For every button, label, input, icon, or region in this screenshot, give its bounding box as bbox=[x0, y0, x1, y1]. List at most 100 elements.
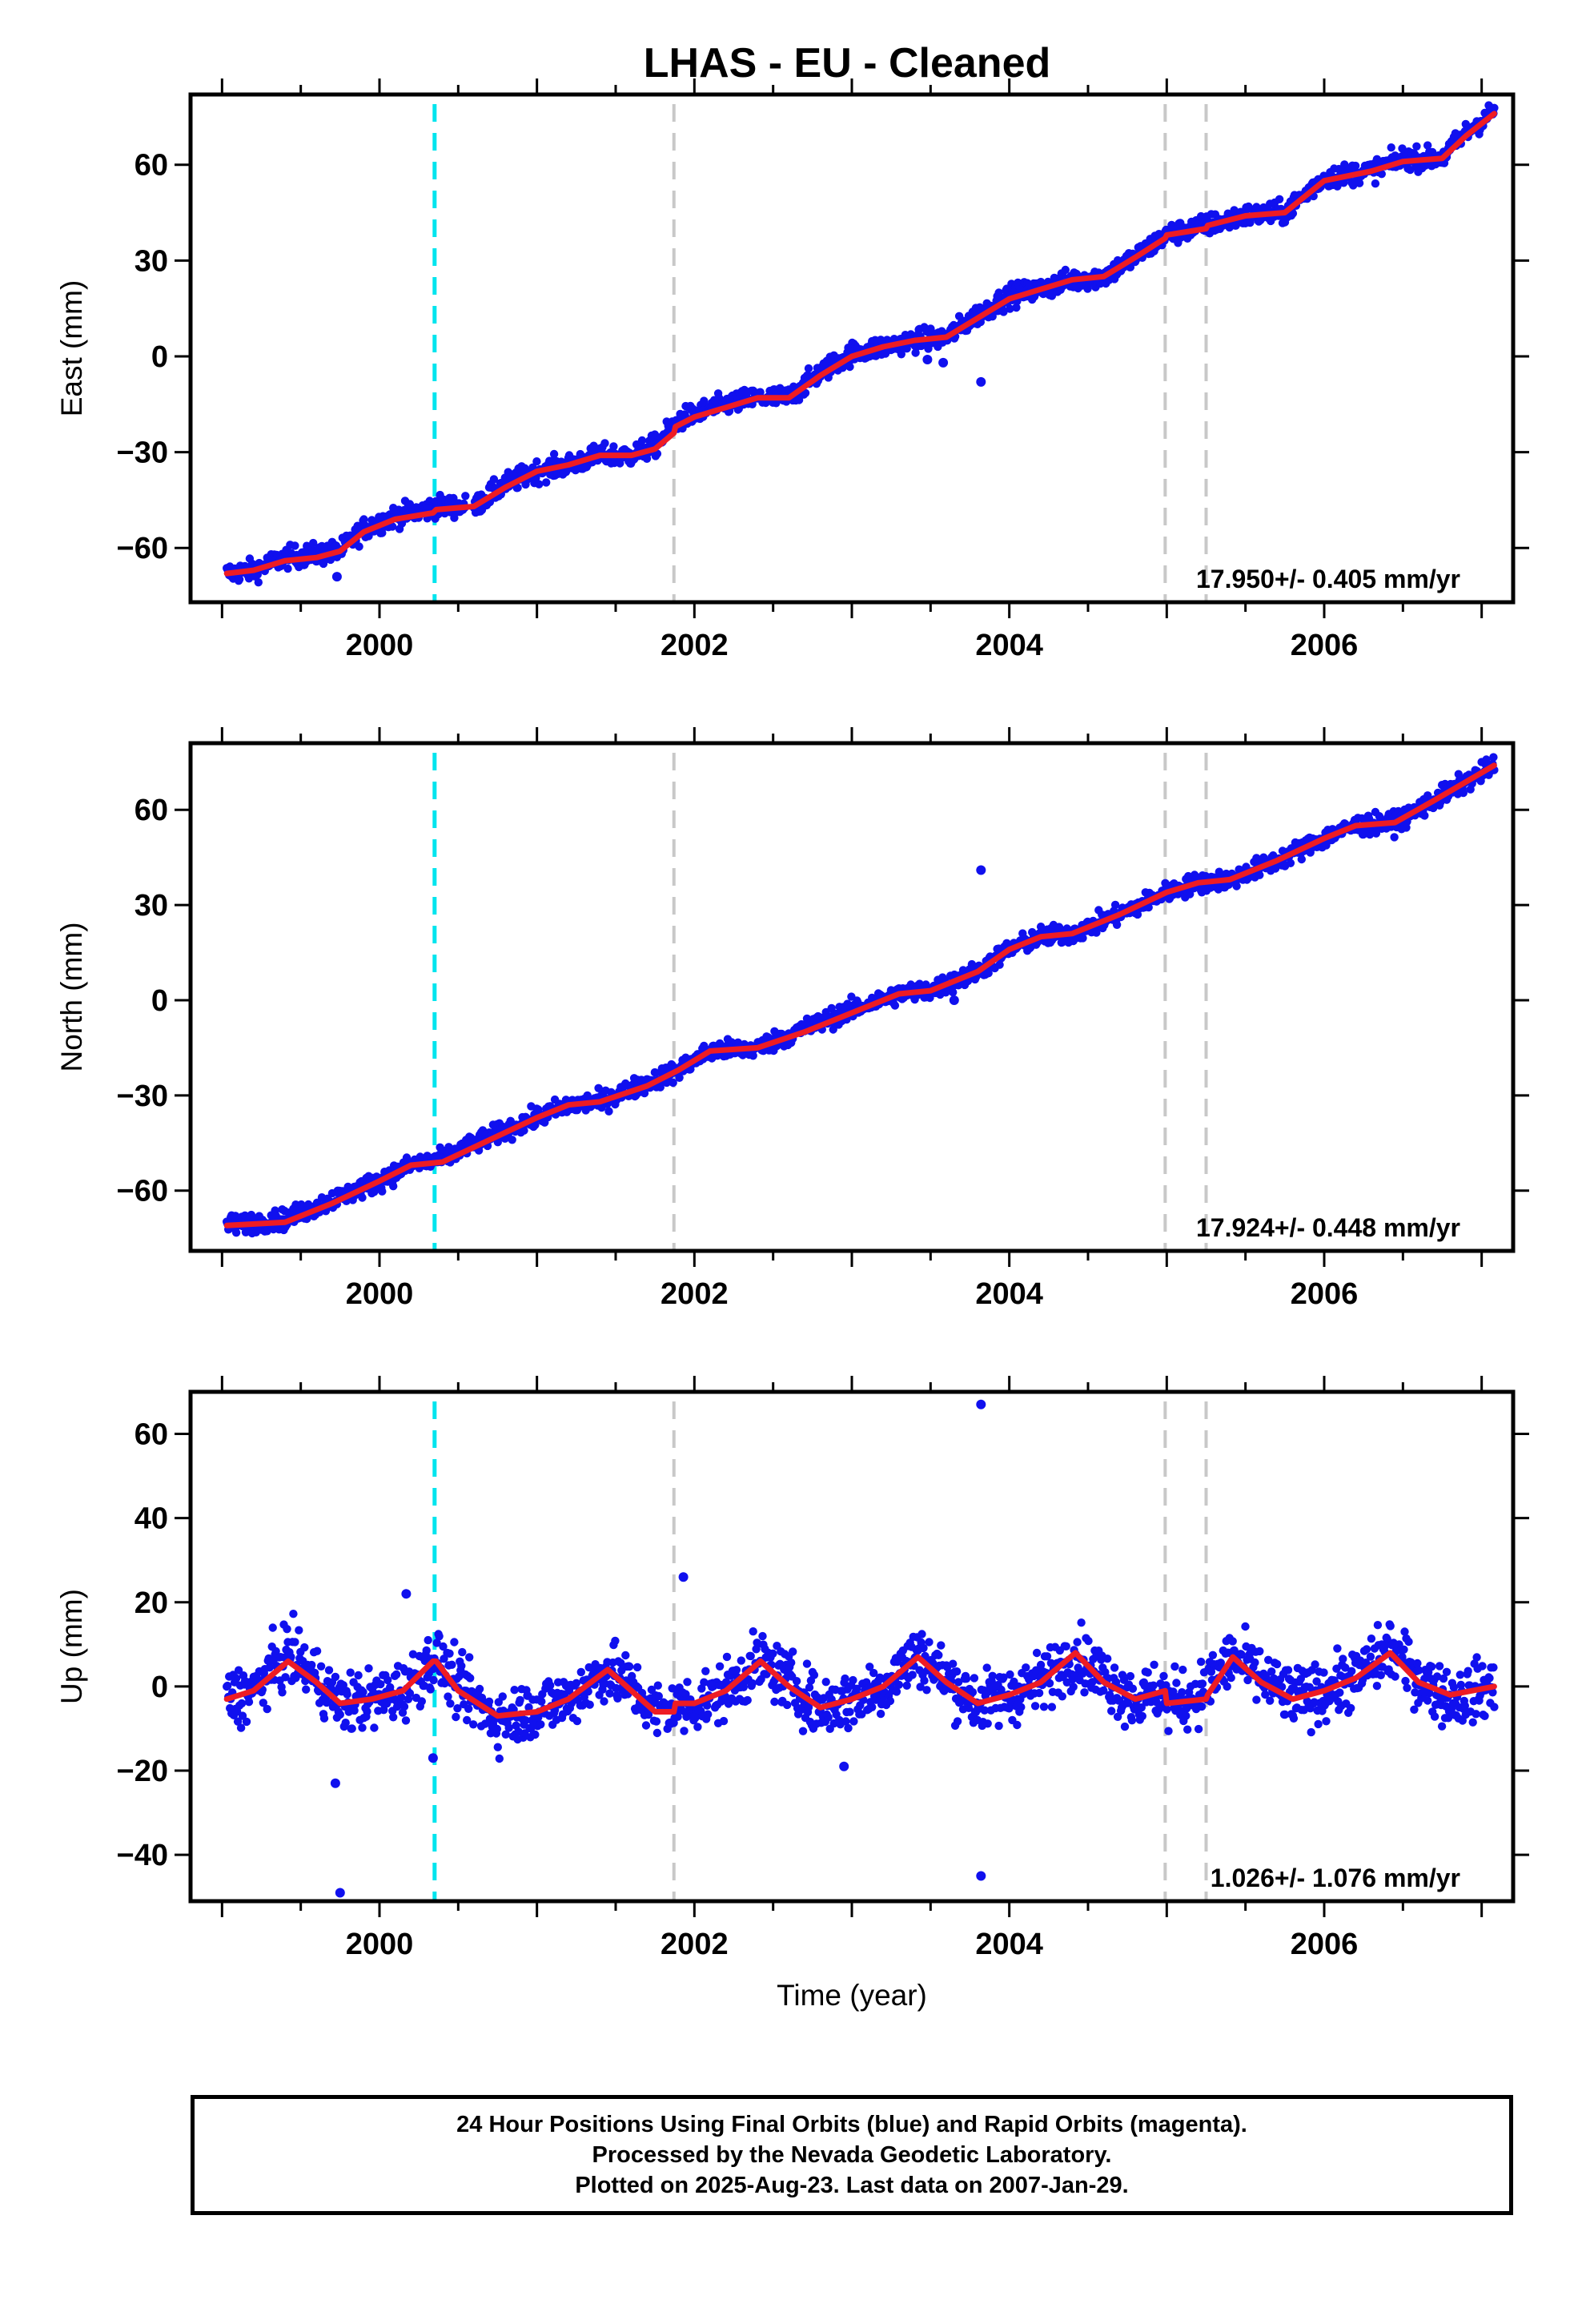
data-point bbox=[1223, 1682, 1231, 1691]
plot-area bbox=[223, 101, 1499, 602]
plot-frame bbox=[188, 92, 1516, 605]
data-point bbox=[683, 1678, 692, 1687]
data-point bbox=[1080, 1688, 1089, 1697]
data-point bbox=[1280, 1710, 1290, 1719]
outlier-point bbox=[922, 355, 933, 364]
data-point bbox=[1427, 1663, 1436, 1671]
y-tick-label: −40 bbox=[117, 1839, 168, 1872]
data-point bbox=[652, 1728, 662, 1738]
data-point bbox=[1277, 1683, 1287, 1691]
data-point bbox=[1383, 1634, 1391, 1643]
data-point bbox=[448, 1660, 456, 1669]
data-point bbox=[1366, 1652, 1375, 1661]
data-point bbox=[787, 1659, 796, 1667]
data-point bbox=[1159, 1671, 1168, 1681]
model-line bbox=[223, 762, 1497, 1228]
plot-frame bbox=[188, 1389, 1516, 1904]
data-point bbox=[236, 1723, 246, 1732]
data-point bbox=[1377, 170, 1387, 179]
data-point bbox=[1322, 1717, 1331, 1726]
data-point bbox=[1006, 1670, 1014, 1679]
data-point bbox=[769, 1649, 777, 1658]
data-point bbox=[746, 1651, 755, 1661]
data-point bbox=[1061, 265, 1070, 275]
data-point bbox=[389, 1713, 398, 1722]
data-point bbox=[652, 1717, 661, 1726]
data-point bbox=[424, 1635, 432, 1645]
data-point bbox=[1286, 858, 1295, 868]
data-point bbox=[1013, 1720, 1022, 1730]
data-point bbox=[802, 1659, 812, 1668]
x-tick-label: 2004 bbox=[975, 1277, 1043, 1311]
data-point bbox=[324, 1666, 334, 1675]
data-point bbox=[1162, 1705, 1171, 1714]
data-point bbox=[408, 1650, 418, 1659]
data-point bbox=[549, 449, 559, 459]
data-point bbox=[982, 1663, 991, 1672]
data-point bbox=[585, 1700, 594, 1709]
data-point bbox=[1182, 1711, 1191, 1720]
data-point bbox=[1367, 1634, 1376, 1643]
data-point bbox=[868, 1703, 877, 1711]
data-point bbox=[922, 1686, 931, 1695]
data-point bbox=[1107, 1707, 1116, 1715]
data-point bbox=[1069, 1683, 1078, 1691]
data-point bbox=[583, 1091, 592, 1100]
data-point bbox=[616, 1659, 625, 1667]
data-point bbox=[845, 362, 854, 372]
data-point bbox=[983, 1719, 992, 1728]
data-point bbox=[920, 1676, 929, 1685]
axis-ticks bbox=[220, 78, 1484, 618]
y-tick-label: 20 bbox=[135, 1586, 168, 1620]
data-point bbox=[885, 1696, 895, 1706]
data-point bbox=[1198, 1679, 1207, 1688]
data-point bbox=[798, 1727, 808, 1735]
data-point bbox=[1490, 1703, 1499, 1711]
data-point bbox=[1391, 1672, 1399, 1681]
data-point bbox=[1032, 1648, 1042, 1658]
data-point bbox=[542, 478, 551, 487]
data-point bbox=[925, 1638, 934, 1647]
outlier-point bbox=[938, 357, 949, 368]
x-tick-label: 2006 bbox=[1291, 1928, 1359, 1961]
data-point bbox=[400, 1702, 409, 1711]
data-point bbox=[1227, 1673, 1235, 1683]
y-tick-label: 60 bbox=[135, 794, 168, 827]
data-point bbox=[1390, 833, 1399, 842]
data-point bbox=[1488, 1688, 1497, 1697]
data-point bbox=[1439, 1674, 1448, 1683]
data-point bbox=[295, 1626, 303, 1634]
data-point bbox=[641, 1721, 651, 1730]
outlier-point bbox=[976, 1871, 986, 1881]
data-point bbox=[980, 1706, 990, 1715]
model-line bbox=[223, 111, 1497, 577]
data-point bbox=[1261, 1690, 1270, 1699]
data-point bbox=[821, 1678, 830, 1687]
data-point bbox=[1314, 1719, 1323, 1729]
data-point bbox=[1272, 1659, 1282, 1669]
data-point bbox=[701, 1667, 710, 1675]
data-point bbox=[283, 1625, 291, 1634]
data-point bbox=[1183, 1725, 1192, 1734]
data-point bbox=[1347, 1667, 1356, 1675]
data-point bbox=[792, 1677, 801, 1686]
velocity-rate-label: 1.026+/- 1.076 mm/yr bbox=[1211, 1864, 1460, 1892]
data-point bbox=[254, 578, 263, 587]
data-point bbox=[1237, 1650, 1246, 1659]
data-point bbox=[700, 1678, 709, 1687]
data-point bbox=[669, 1078, 677, 1088]
data-point bbox=[514, 1727, 523, 1736]
data-point bbox=[1490, 103, 1499, 112]
data-point bbox=[576, 1667, 585, 1677]
data-point bbox=[1178, 1665, 1187, 1675]
data-point bbox=[466, 1674, 475, 1683]
footer-line-plotted: Plotted on 2025-Aug-23. Last data on 200… bbox=[575, 2173, 1129, 2198]
data-point bbox=[458, 1647, 467, 1657]
model-line bbox=[223, 1650, 1497, 1719]
data-point bbox=[457, 1662, 466, 1671]
x-tick-label: 2000 bbox=[346, 1928, 414, 1961]
data-point bbox=[536, 1720, 545, 1729]
data-point bbox=[237, 1699, 247, 1708]
